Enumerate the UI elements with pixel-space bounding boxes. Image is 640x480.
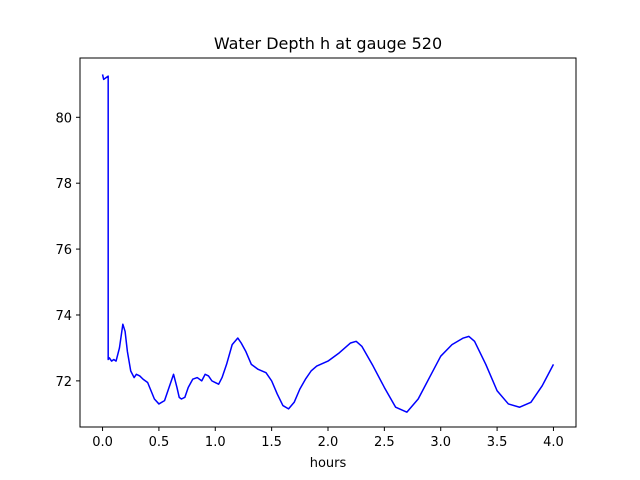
x-tick-label: 2.0: [318, 435, 339, 450]
x-tick-label: 4.0: [543, 435, 564, 450]
x-axis: 0.0 0.5 1.0 1.5 2.0 2.5 3.0 3.5 4.0: [92, 427, 564, 450]
y-tick-label: 76: [55, 243, 72, 258]
y-tick-label: 80: [55, 111, 72, 126]
x-tick-label: 2.5: [374, 435, 395, 450]
x-tick-label: 0.5: [149, 435, 170, 450]
y-axis: 72 74 76 78 80: [55, 111, 80, 390]
x-tick-label: 1.5: [261, 435, 282, 450]
x-tick-label: 3.5: [487, 435, 508, 450]
chart-title: Water Depth h at gauge 520: [214, 34, 442, 53]
x-tick-label: 3.0: [430, 435, 451, 450]
x-tick-label: 1.0: [205, 435, 226, 450]
y-tick-label: 78: [55, 177, 72, 192]
y-tick-label: 72: [55, 375, 72, 390]
series-line: [101, 74, 555, 413]
x-tick-label: 0.0: [92, 435, 113, 450]
y-tick-label: 74: [55, 309, 72, 324]
x-axis-label: hours: [310, 456, 347, 471]
plot-frame: [79, 57, 577, 428]
